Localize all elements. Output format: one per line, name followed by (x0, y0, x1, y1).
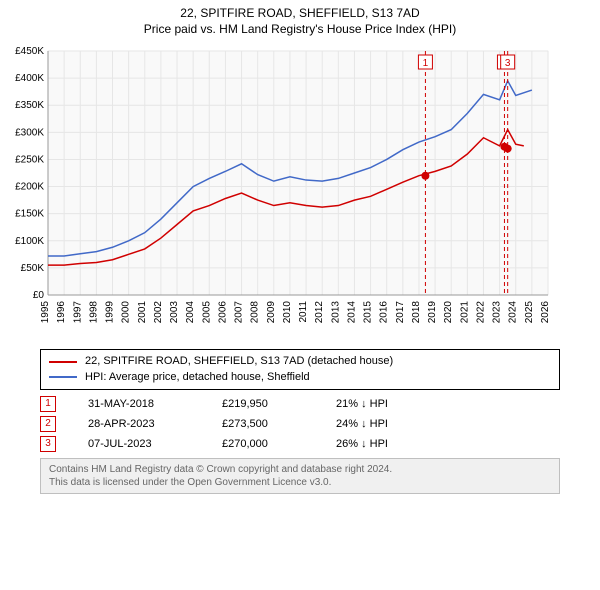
svg-text:1997: 1997 (72, 301, 83, 324)
svg-text:£350K: £350K (15, 101, 44, 112)
svg-text:2013: 2013 (330, 301, 341, 324)
sale-row-2: 2 28-APR-2023 £273,500 24% ↓ HPI (40, 414, 560, 434)
sale-date-2: 28-APR-2023 (88, 418, 198, 430)
legend-label-property: 22, SPITFIRE ROAD, SHEFFIELD, S13 7AD (d… (85, 354, 393, 369)
legend-swatch-property (49, 361, 77, 363)
sale-diff-2: 24% ↓ HPI (336, 418, 426, 430)
svg-text:2008: 2008 (250, 301, 261, 324)
svg-text:2011: 2011 (298, 301, 309, 323)
svg-text:2023: 2023 (492, 301, 503, 324)
chart-titles: 22, SPITFIRE ROAD, SHEFFIELD, S13 7AD Pr… (0, 0, 600, 37)
sale-marker-2: 2 (40, 416, 56, 432)
svg-text:3: 3 (505, 58, 511, 69)
svg-text:2025: 2025 (524, 301, 535, 324)
svg-text:2019: 2019 (427, 301, 438, 324)
svg-text:2010: 2010 (282, 301, 293, 324)
svg-text:2000: 2000 (121, 301, 132, 324)
svg-text:2015: 2015 (363, 301, 374, 324)
svg-text:£450K: £450K (15, 46, 44, 57)
svg-text:1995: 1995 (40, 301, 51, 324)
svg-text:£300K: £300K (15, 128, 44, 139)
svg-text:2004: 2004 (185, 301, 196, 324)
svg-text:2016: 2016 (379, 301, 390, 324)
svg-text:£0: £0 (33, 290, 45, 301)
svg-text:£100K: £100K (15, 236, 44, 247)
svg-text:£250K: £250K (15, 155, 44, 166)
title-line-2: Price paid vs. HM Land Registry's House … (0, 21, 600, 37)
title-line-1: 22, SPITFIRE ROAD, SHEFFIELD, S13 7AD (0, 5, 600, 21)
legend-row-property: 22, SPITFIRE ROAD, SHEFFIELD, S13 7AD (d… (49, 354, 551, 369)
footer-line-1: Contains HM Land Registry data © Crown c… (49, 463, 551, 476)
sale-date-1: 31-MAY-2018 (88, 398, 198, 410)
svg-text:£200K: £200K (15, 182, 44, 193)
legend-label-hpi: HPI: Average price, detached house, Shef… (85, 370, 310, 385)
sale-price-1: £219,950 (222, 398, 312, 410)
svg-text:2020: 2020 (443, 301, 454, 324)
svg-text:2006: 2006 (217, 301, 228, 324)
chart-area: £0 £50K £100K £150K £200K £250K £300K £350K £400… (0, 43, 600, 343)
svg-text:2002: 2002 (153, 301, 164, 324)
svg-text:2026: 2026 (540, 301, 551, 324)
svg-text:£400K: £400K (15, 73, 44, 84)
svg-text:1999: 1999 (105, 301, 116, 324)
svg-text:2022: 2022 (475, 301, 486, 324)
svg-text:2005: 2005 (201, 301, 212, 324)
svg-text:£150K: £150K (15, 209, 44, 220)
footer-attribution: Contains HM Land Registry data © Crown c… (40, 458, 560, 494)
legend-swatch-hpi (49, 376, 77, 378)
footer-line-2: This data is licensed under the Open Gov… (49, 476, 551, 489)
price-chart: £0 £50K £100K £150K £200K £250K £300K £350K £400… (0, 43, 560, 343)
svg-text:1996: 1996 (56, 301, 67, 324)
svg-text:2012: 2012 (314, 301, 325, 324)
svg-text:2017: 2017 (395, 301, 406, 324)
svg-text:2009: 2009 (266, 301, 277, 324)
legend-box: 22, SPITFIRE ROAD, SHEFFIELD, S13 7AD (d… (40, 349, 560, 390)
sale-diff-3: 26% ↓ HPI (336, 438, 426, 450)
legend-row-hpi: HPI: Average price, detached house, Shef… (49, 370, 551, 385)
svg-text:2001: 2001 (137, 301, 148, 324)
svg-text:2003: 2003 (169, 301, 180, 324)
sale-diff-1: 21% ↓ HPI (336, 398, 426, 410)
svg-text:2024: 2024 (508, 301, 519, 324)
sale-row-3: 3 07-JUL-2023 £270,000 26% ↓ HPI (40, 434, 560, 454)
sale-marker-1: 1 (40, 396, 56, 412)
sale-date-3: 07-JUL-2023 (88, 438, 198, 450)
sale-price-2: £273,500 (222, 418, 312, 430)
svg-text:£50K: £50K (21, 263, 45, 274)
sales-table: 1 31-MAY-2018 £219,950 21% ↓ HPI 2 28-AP… (40, 394, 560, 454)
sale-marker-3: 3 (40, 436, 56, 452)
svg-text:1: 1 (423, 58, 429, 69)
svg-text:2021: 2021 (459, 301, 470, 324)
svg-text:2018: 2018 (411, 301, 422, 324)
svg-text:2007: 2007 (234, 301, 245, 324)
sale-row-1: 1 31-MAY-2018 £219,950 21% ↓ HPI (40, 394, 560, 414)
svg-text:2014: 2014 (346, 301, 357, 324)
svg-text:1998: 1998 (88, 301, 99, 324)
sale-price-3: £270,000 (222, 438, 312, 450)
